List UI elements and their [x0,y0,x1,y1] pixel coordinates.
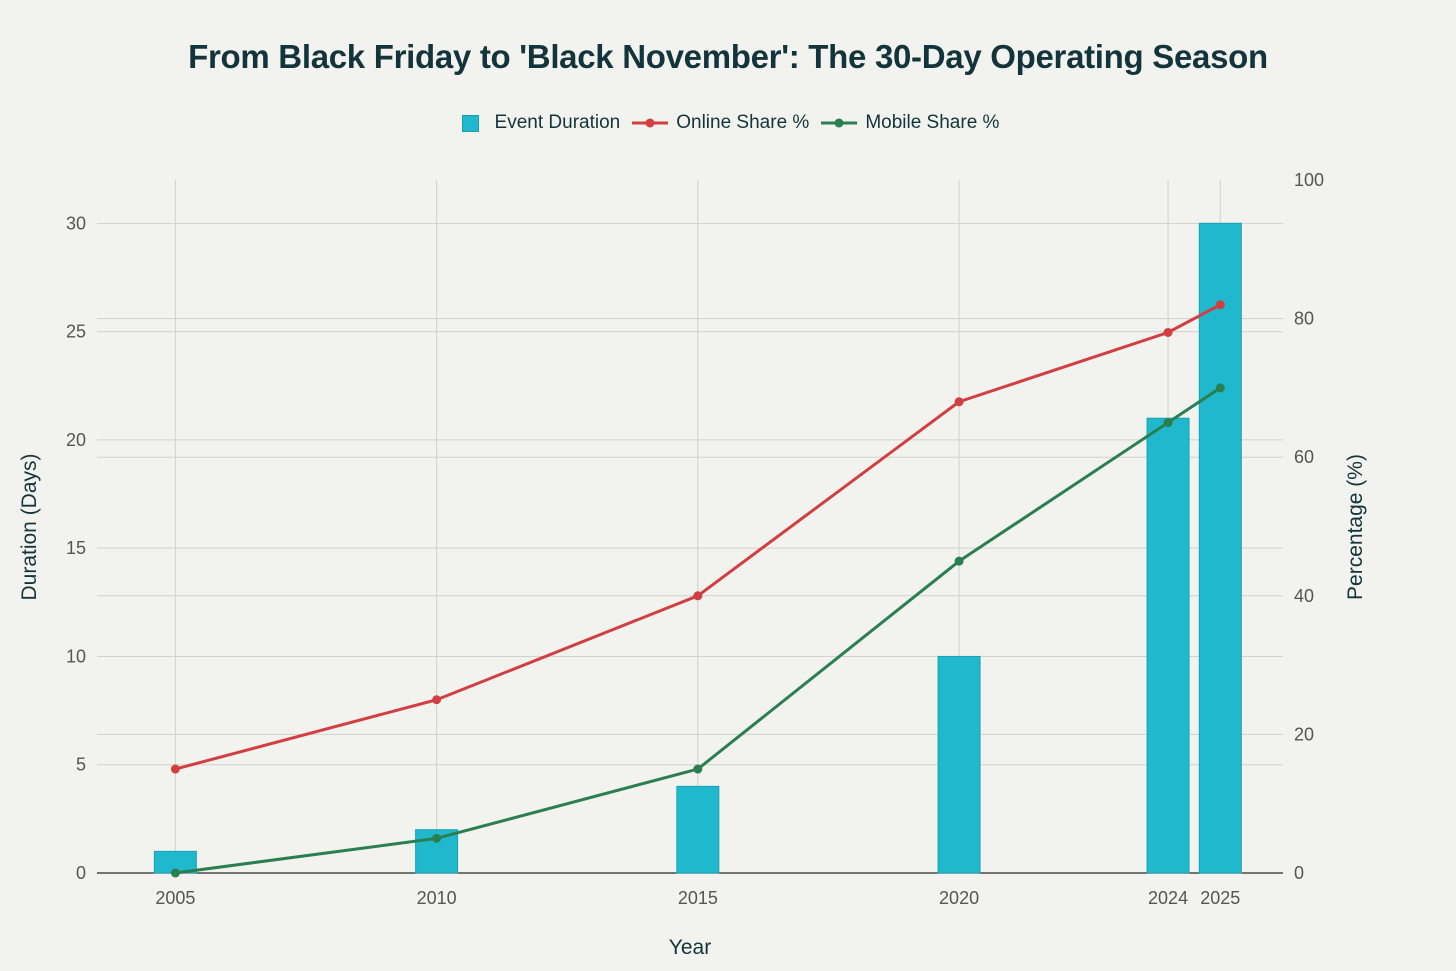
mobile-share-point-2024 [1163,418,1173,428]
x-tick-label-2010: 2010 [417,888,457,908]
x-tick-label-2005: 2005 [155,888,195,908]
y-right-tick-label-60: 60 [1294,447,1314,467]
y-axis-left-title: Duration (Days) [18,453,41,600]
legend-item-online-share[interactable]: Online Share % [632,112,809,134]
grid-layer [97,180,1283,874]
bar-2020 [937,655,981,874]
x-tick-label-2025: 2025 [1200,888,1240,908]
online-share-point-2020 [954,397,964,407]
y-axis-right-title: Percentage (%) [1344,454,1367,600]
legend-item-event-duration[interactable]: Event Duration [461,112,621,134]
mobile-share-line [175,386,1222,875]
y-left-tick-label-15: 15 [66,538,86,558]
mobile-share-point-2025 [1215,383,1225,393]
y-right-tick-label-20: 20 [1294,724,1314,744]
mobile-share-point-2010 [432,833,442,843]
legend-item-mobile-share[interactable]: Mobile Share % [821,112,999,134]
x-tick-label-2015: 2015 [678,888,718,908]
online-share-point-2024 [1163,327,1173,337]
y-left-tick-label-25: 25 [66,322,86,342]
mobile-share-point-2015 [693,764,703,774]
mobile-share-point-2005 [170,868,180,878]
online-share-line [174,303,1222,771]
tick-layer: 2005 2010 2015 2020 2024 20250510152025300204… [66,170,1324,908]
bar-2025 [1198,222,1242,874]
chart-title: From Black Friday to 'Black November': T… [188,38,1268,75]
y-left-tick-label-20: 20 [66,430,86,450]
bar-layer [153,222,1242,874]
x-tick-label-2024: 2024 [1148,888,1188,908]
y-left-tick-label-30: 30 [66,213,86,233]
legend-label-online-share: Online Share % [676,112,810,133]
legend-label-mobile-share: Mobile Share % [865,112,1000,133]
online-share-point-2010 [432,695,442,705]
online-share-point-2015 [693,591,703,601]
bar-2015 [676,785,720,874]
y-left-tick-label-5: 5 [76,755,86,775]
legend: Event Duration Online Share % Mobile Sha… [0,112,1456,134]
y-right-tick-label-0: 0 [1294,863,1304,883]
legend-swatch-event-duration [461,114,479,132]
line-layer [170,300,1225,878]
online-share-point-2025 [1215,300,1225,310]
legend-label-event-duration: Event Duration [494,112,621,133]
x-axis-title: Year [669,936,711,959]
y-right-tick-label-40: 40 [1294,586,1314,606]
legend-swatch-online-share [632,118,669,128]
legend-swatch-mobile-share [821,118,858,128]
bar-2024 [1146,417,1190,874]
y-left-tick-label-10: 10 [66,646,86,666]
online-share-point-2005 [170,764,180,774]
mobile-share-point-2020 [954,556,964,566]
x-tick-label-2020: 2020 [939,888,979,908]
y-right-tick-label-100: 100 [1294,170,1324,190]
y-left-tick-label-0: 0 [76,863,86,883]
y-right-tick-label-80: 80 [1294,309,1314,329]
